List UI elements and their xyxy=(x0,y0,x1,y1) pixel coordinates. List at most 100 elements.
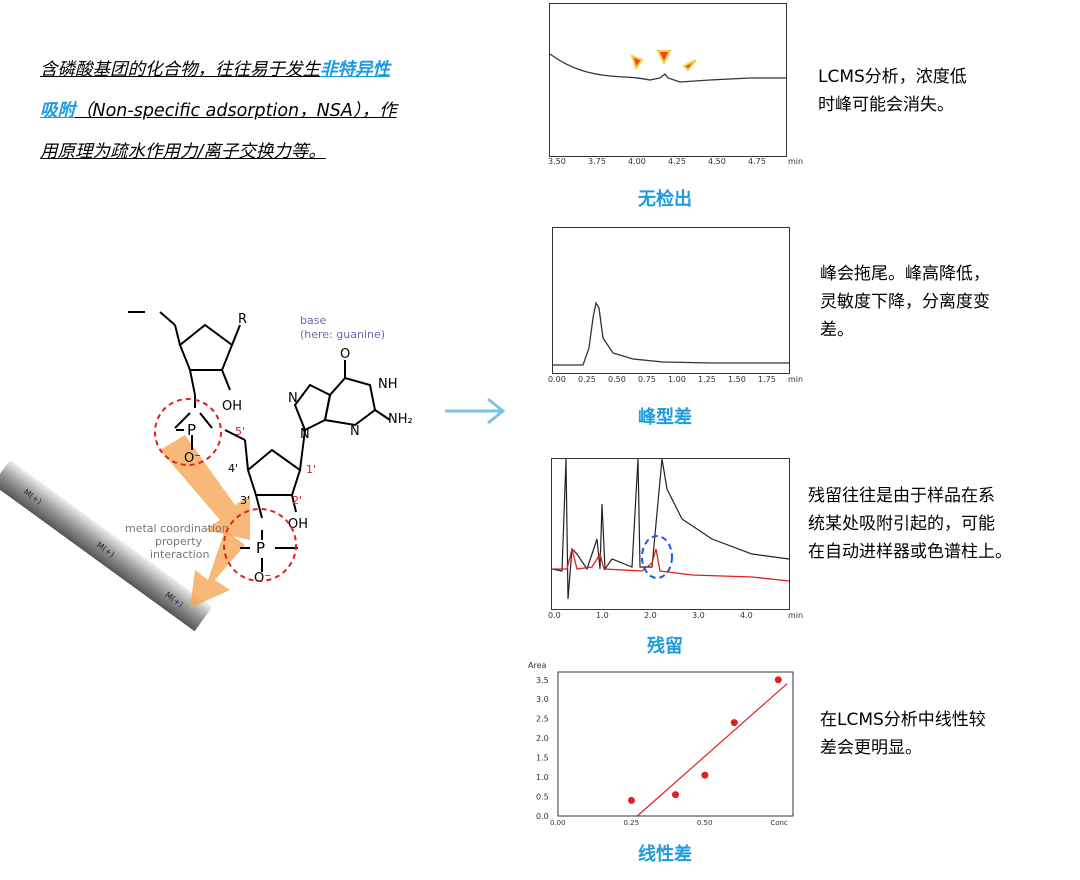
desc-3-line-2: 统某处吸附引起的，可能 xyxy=(808,514,995,534)
interaction-label-3: interaction xyxy=(150,548,210,561)
x-tick-label: 1.25 xyxy=(698,375,716,384)
chromatogram-3 xyxy=(551,458,790,600)
prime-3: 3' xyxy=(240,494,250,507)
prime-1: 1' xyxy=(306,463,316,476)
x-tick-label: 3.50 xyxy=(548,157,566,166)
arrow-right-icon xyxy=(445,397,506,425)
data-point xyxy=(774,676,782,684)
desc-2-line-3: 差。 xyxy=(820,320,854,340)
phosphate-p2: P xyxy=(256,539,265,557)
data-point xyxy=(627,796,635,804)
phosphate-highlight-2 xyxy=(223,508,297,582)
desc-1-line-1: LCMS分析，浓度低 xyxy=(818,67,967,87)
indicator-triangle-1 xyxy=(630,54,644,71)
base-note: (here: guanine) xyxy=(300,328,385,341)
o-minus-2: O⁻ xyxy=(254,571,271,586)
phosphate-p1: P xyxy=(187,421,196,439)
y-tick-label: 2.0 xyxy=(536,734,549,743)
caption-2: 峰型差 xyxy=(638,407,692,428)
x-tick-label: 0.00 xyxy=(548,375,566,384)
desc-2: 峰会拖尾。峰高降低， 灵敏度下降，分离度变 差。 xyxy=(820,260,990,344)
desc-1-line-2: 时峰可能会消失。 xyxy=(818,95,954,115)
x-tick-label: 0.50 xyxy=(697,819,713,825)
intro-highlight: 非特异性吸附 xyxy=(40,60,390,121)
x-tick-label: 3.0 xyxy=(692,611,705,620)
x-tick-label: 1.0 xyxy=(596,611,609,620)
plot-carryover xyxy=(551,458,790,610)
intro-part2: （Non-specific adsorption，NSA），作用原理为疏水作用力… xyxy=(40,101,397,162)
molecule-diagram: M(+) M(+) M(+) metal coordination proper… xyxy=(0,311,413,632)
x-tick-label: 4.0 xyxy=(740,611,753,620)
x-tick-label: min xyxy=(788,611,804,620)
chromatogram-2 xyxy=(553,301,789,366)
x-tick-label: 4.00 xyxy=(628,157,646,166)
o-minus-1: O⁻ xyxy=(184,451,201,466)
y-axis-title: Area xyxy=(528,661,547,670)
y-tick-label: 3.0 xyxy=(536,695,549,704)
desc-3-line-1: 残留往往是由于样品在系 xyxy=(808,486,995,506)
caption-3: 残留 xyxy=(647,636,683,657)
x-tick-label: 0.25 xyxy=(623,819,639,825)
x-tick-label: 1.50 xyxy=(728,375,746,384)
interaction-label-2: property xyxy=(155,535,203,548)
y-tick-label: 1.0 xyxy=(536,773,549,782)
base-label: base xyxy=(300,314,326,327)
x-tick-label: 1.00 xyxy=(668,375,686,384)
x-tick-label: 4.50 xyxy=(708,157,726,166)
data-point xyxy=(730,719,738,727)
x-tick-label: 1.75 xyxy=(758,375,776,384)
fit-line xyxy=(636,683,788,817)
x-tick-label: 0.25 xyxy=(578,375,596,384)
desc-4-line-2: 差会更明显。 xyxy=(820,738,922,758)
o-top: O xyxy=(340,347,350,362)
y-tick-label: 0.0 xyxy=(536,812,549,821)
desc-3: 残留往往是由于样品在系 统某处吸附引起的，可能 在自动进样器或色谱柱上。 xyxy=(808,482,1012,566)
desc-4-line-1: 在LCMS分析中线性较 xyxy=(820,710,986,730)
data-point xyxy=(672,791,679,799)
y-tick-label: 2.5 xyxy=(536,715,549,724)
carryover-highlight xyxy=(641,535,673,579)
x-tick-label: 3.75 xyxy=(588,157,606,166)
intro-text: 含磷酸基团的化合物，往往易于发生非特异性吸附（Non-specific adso… xyxy=(40,50,400,173)
x-tick-label: Conc xyxy=(770,819,788,825)
interaction-arrow-1 xyxy=(160,435,250,540)
y-tick-label: 3.5 xyxy=(536,676,549,685)
desc-2-line-1: 峰会拖尾。峰高降低， xyxy=(820,264,990,284)
desc-2-line-2: 灵敏度下降，分离度变 xyxy=(820,292,990,312)
prime-4: 4' xyxy=(228,462,238,475)
desc-3-line-3: 在自动进样器或色谱柱上。 xyxy=(808,542,1012,562)
caption-1: 无检出 xyxy=(638,189,692,210)
oh-label-1: OH xyxy=(222,399,242,414)
prime-2: 2' xyxy=(292,494,302,507)
nh-label: NH xyxy=(378,377,398,392)
metal-surface: M(+) M(+) M(+) xyxy=(0,460,213,632)
indicator-triangle-2 xyxy=(656,50,672,66)
n-label-1: N xyxy=(288,391,298,406)
plot-linearity: Area 3.5 3.0 2.5 2.0 1.5 1.0 0.5 0.0 0.00 0.25 0.… xyxy=(518,660,798,829)
plot-no-detection xyxy=(549,3,787,157)
x-tick-label: min xyxy=(788,157,804,166)
x-tick-label: 0.50 xyxy=(608,375,626,384)
x-tick-label: 2.0 xyxy=(644,611,657,620)
linearity-chart: Area 3.5 3.0 2.5 2.0 1.5 1.0 0.5 0.0 0.00 0.25 0.… xyxy=(528,661,794,827)
prime-5: 5' xyxy=(235,425,245,438)
x-tick-label: 0.0 xyxy=(548,611,561,620)
y-tick-label: 1.5 xyxy=(536,754,549,763)
chromatogram-1 xyxy=(549,50,786,83)
interaction-label-1: metal coordination xyxy=(125,522,229,535)
y-tick-label: 0.5 xyxy=(536,793,549,802)
x-tick-label: 4.75 xyxy=(748,157,766,166)
n-label-3: N xyxy=(350,424,360,439)
x-tick-label: 4.25 xyxy=(668,157,686,166)
plot-peak-shape xyxy=(552,227,790,374)
phosphate-highlight-1 xyxy=(154,398,222,466)
nh2-label: NH₂ xyxy=(388,412,413,427)
interaction-arrow-2 xyxy=(190,530,245,608)
intro-part1: 含磷酸基团的化合物，往往易于发生 xyxy=(40,60,320,80)
x-tick-label: 0.75 xyxy=(638,375,656,384)
r-label: R xyxy=(238,312,247,327)
x-tick-label: 0.00 xyxy=(550,819,566,825)
indicator-triangle-3 xyxy=(682,59,697,72)
desc-1: LCMS分析，浓度低 时峰可能会消失。 xyxy=(818,63,967,119)
x-tick-label: min xyxy=(788,375,804,384)
